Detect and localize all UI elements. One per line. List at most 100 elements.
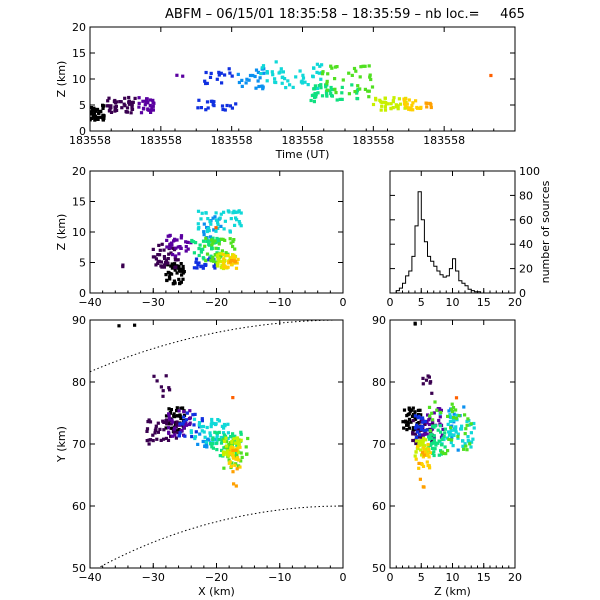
source-point <box>174 246 178 250</box>
source-point <box>352 66 357 71</box>
source-point <box>143 103 147 107</box>
source-point <box>231 396 235 400</box>
source-point <box>430 411 434 415</box>
source-point <box>96 117 100 121</box>
source-point <box>205 444 209 449</box>
source-point <box>164 273 168 277</box>
source-point <box>413 410 417 414</box>
source-point <box>216 220 220 224</box>
source-point <box>240 455 244 459</box>
source-point <box>466 435 470 439</box>
source-point <box>246 436 250 441</box>
source-point <box>358 87 362 91</box>
y-tick-label: 5 <box>79 99 86 112</box>
source-point <box>431 418 435 422</box>
source-point <box>164 426 168 430</box>
source-point <box>215 239 220 243</box>
source-point <box>413 322 417 326</box>
source-point <box>443 431 447 435</box>
zy-projection-marks <box>401 321 476 489</box>
source-point <box>204 108 208 112</box>
source-point <box>428 451 432 455</box>
source-point <box>226 422 230 426</box>
source-point <box>428 381 432 385</box>
source-point <box>106 104 110 108</box>
source-point <box>193 412 197 416</box>
source-point <box>421 442 425 446</box>
source-point <box>380 104 384 108</box>
source-point <box>188 409 192 413</box>
source-point <box>386 102 390 106</box>
source-point <box>228 104 232 108</box>
source-point <box>329 85 333 90</box>
source-point <box>173 268 177 272</box>
source-point <box>163 256 167 261</box>
source-point <box>215 448 219 452</box>
source-point <box>98 109 102 114</box>
source-point <box>219 441 224 445</box>
source-point <box>175 271 179 275</box>
histogram-bar <box>437 271 440 293</box>
source-point <box>101 103 105 107</box>
source-point <box>204 211 208 215</box>
source-point <box>389 106 393 110</box>
histogram-bar <box>431 261 434 293</box>
source-point <box>215 236 219 241</box>
source-point <box>211 259 216 263</box>
y-tick-label: 50 <box>372 562 386 575</box>
source-point <box>190 435 194 439</box>
source-point <box>394 103 398 107</box>
source-point <box>230 441 234 445</box>
source-point <box>462 447 466 451</box>
source-point <box>466 417 470 421</box>
source-point <box>333 77 337 81</box>
source-point <box>211 255 215 259</box>
source-point <box>218 454 222 458</box>
source-point <box>216 261 220 265</box>
source-point <box>417 425 422 429</box>
source-point <box>368 73 372 77</box>
source-point <box>298 69 302 73</box>
source-point <box>429 105 433 110</box>
source-point <box>145 98 149 102</box>
y-tick-label: 80 <box>72 376 86 389</box>
histogram-bar <box>468 289 471 293</box>
y-tick-label: 20 <box>72 21 86 34</box>
source-point <box>450 407 454 412</box>
source-point <box>421 418 425 422</box>
y-tick-label: 20 <box>72 165 86 178</box>
source-point <box>177 428 181 432</box>
source-point <box>223 264 227 268</box>
source-point <box>420 424 424 428</box>
source-point <box>428 101 432 105</box>
source-point <box>118 100 122 104</box>
source-point <box>221 237 225 241</box>
source-point <box>430 441 434 445</box>
source-point <box>232 437 236 441</box>
source-point <box>197 421 202 425</box>
source-point <box>196 442 200 446</box>
range-ring-80 <box>96 505 343 568</box>
source-point <box>234 216 238 220</box>
source-point <box>428 434 432 438</box>
source-point <box>208 256 212 260</box>
source-point <box>419 413 423 417</box>
x-tick-label: −10 <box>268 296 291 309</box>
source-point <box>107 109 111 113</box>
source-point <box>164 258 168 262</box>
source-point <box>101 116 105 120</box>
plan-view-marks <box>90 320 343 568</box>
source-point <box>340 91 344 95</box>
source-point <box>165 420 169 424</box>
x-tick-label: 15 <box>477 571 491 584</box>
source-point <box>407 417 412 421</box>
source-point <box>312 100 316 104</box>
source-point <box>170 262 174 266</box>
time-height-xlabel: Time (UT) <box>275 148 330 161</box>
source-point <box>291 85 295 89</box>
source-point <box>101 113 105 117</box>
source-point <box>208 434 213 438</box>
source-point <box>177 434 181 438</box>
x-tick-label: 183558 <box>69 134 111 147</box>
source-point <box>427 448 431 452</box>
